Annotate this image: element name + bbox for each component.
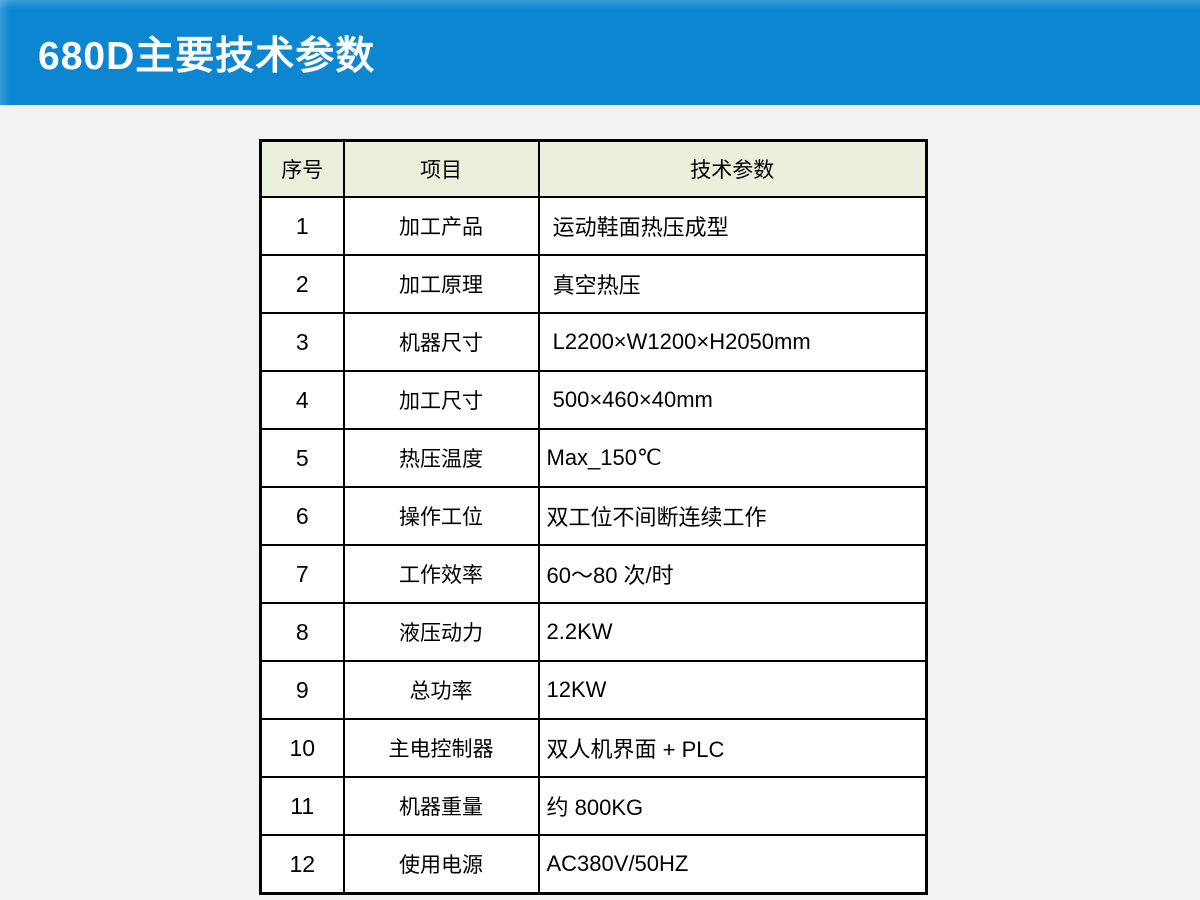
row-number: 8 (259, 602, 345, 662)
row-number: 5 (259, 428, 345, 488)
spec-table: 序号 项目 技术参数 1 加工产品 运动鞋面热压成型 2 加工原理 真空热压 3… (259, 139, 928, 895)
item-name: 加工尺寸 (342, 370, 540, 430)
item-name: 使用电源 (342, 834, 540, 895)
table-row: 3 机器尺寸 L2200×W1200×H2050mm (259, 312, 928, 372)
row-number: 10 (259, 718, 345, 778)
page-title: 680D主要技术参数 (38, 34, 376, 78)
column-header-item: 项目 (342, 139, 540, 198)
table-row: 4 加工尺寸 500×460×40mm (259, 370, 928, 430)
table-row: 10 主电控制器 双人机界面 + PLC (259, 718, 928, 778)
table-row: 8 液压动力 2.2KW (259, 602, 928, 662)
row-number: 7 (259, 544, 345, 604)
item-name: 工作效率 (342, 544, 540, 604)
row-number: 1 (259, 196, 345, 256)
row-number: 11 (259, 776, 345, 836)
table-row: 2 加工原理 真空热压 (259, 254, 928, 314)
item-value: 60～80 次/时 (537, 544, 928, 604)
item-value: 双工位不间断连续工作 (537, 486, 928, 546)
item-name: 热压温度 (342, 428, 540, 488)
title-banner: 680D主要技术参数 (0, 0, 1200, 105)
column-header-parameter: 技术参数 (537, 139, 928, 198)
row-number: 4 (259, 370, 345, 430)
table-row: 9 总功率 12KW (259, 660, 928, 720)
item-name: 液压动力 (342, 602, 540, 662)
table-row: 5 热压温度 Max_150℃ (259, 428, 928, 488)
row-number: 6 (259, 486, 345, 546)
row-number: 9 (259, 660, 345, 720)
item-name: 操作工位 (342, 486, 540, 546)
row-number: 3 (259, 312, 345, 372)
table-row: 7 工作效率 60～80 次/时 (259, 544, 928, 604)
column-header-index: 序号 (259, 139, 345, 198)
item-value: 双人机界面 + PLC (537, 718, 928, 778)
row-number: 12 (259, 834, 345, 895)
item-value: 约 800KG (537, 776, 928, 836)
item-name: 加工产品 (342, 196, 540, 256)
table-row: 11 机器重量 约 800KG (259, 776, 928, 836)
item-value: 2.2KW (537, 602, 928, 662)
item-name: 加工原理 (342, 254, 540, 314)
item-value: 真空热压 (537, 254, 928, 314)
table-header-row: 序号 项目 技术参数 (259, 139, 928, 198)
item-value: Max_150℃ (537, 428, 928, 488)
table-row: 12 使用电源 AC380V/50HZ (259, 834, 928, 895)
item-name: 主电控制器 (342, 718, 540, 778)
item-value: AC380V/50HZ (537, 834, 928, 895)
row-number: 2 (259, 254, 345, 314)
item-value: 运动鞋面热压成型 (537, 196, 928, 256)
item-value: 500×460×40mm (537, 370, 928, 430)
table-row: 1 加工产品 运动鞋面热压成型 (259, 196, 928, 256)
item-name: 总功率 (342, 660, 540, 720)
item-value: 12KW (537, 660, 928, 720)
item-value: L2200×W1200×H2050mm (537, 312, 928, 372)
item-name: 机器重量 (342, 776, 540, 836)
table-row: 6 操作工位 双工位不间断连续工作 (259, 486, 928, 546)
item-name: 机器尺寸 (342, 312, 540, 372)
